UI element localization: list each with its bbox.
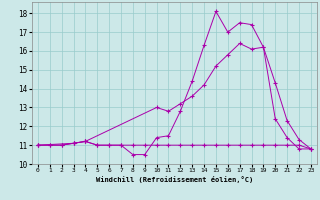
X-axis label: Windchill (Refroidissement éolien,°C): Windchill (Refroidissement éolien,°C) [96,176,253,183]
